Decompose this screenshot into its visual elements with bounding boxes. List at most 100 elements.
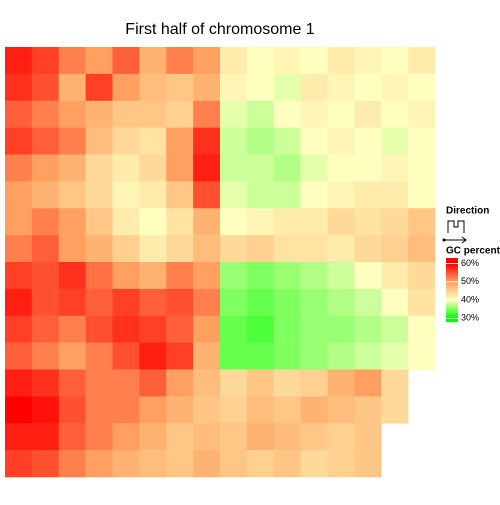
heat-cell [58,100,86,128]
heat-cell [273,369,301,397]
heat-cell [58,73,86,102]
heat-cell [246,423,275,451]
heat-cell [327,154,355,182]
heat-cell [381,100,409,128]
heat-cell [246,315,275,343]
heat-cell [58,450,86,478]
heat-cell [354,127,382,155]
heat-cell [166,181,194,209]
heat-cell [220,262,248,290]
heat-cell [31,208,60,236]
heat-cell [381,342,409,370]
heat-cell [381,235,409,263]
heat-cell [246,208,275,236]
heat-cell [112,315,140,343]
heat-cell [273,235,301,263]
heat-cell [139,127,167,155]
heat-cell [112,396,140,424]
heat-cell [381,47,409,75]
heat-cell [354,450,382,478]
heat-cell [354,181,382,209]
legend-title: GC percent [446,246,500,257]
heat-cell [327,181,355,209]
heat-cell [246,396,275,424]
heat-cell [300,73,328,102]
heat-cell [139,154,167,182]
heat-cell [58,262,86,290]
heat-cell [381,369,409,397]
heat-cell [327,342,355,370]
heat-cell [85,423,113,451]
heat-cell [300,235,328,263]
heat-cell [193,369,221,397]
heat-cell [112,450,140,478]
heat-cell [5,208,33,236]
heat-cell [327,423,355,451]
heat-cell [246,127,275,155]
heat-cell [246,369,275,397]
heat-cell [300,288,328,317]
heat-cell [327,450,355,478]
heat-cell [31,154,60,182]
heat-cell [408,342,436,370]
heat-cell [139,315,167,343]
heat-cell [354,208,382,236]
heat-cell [85,396,113,424]
heat-cell [300,154,328,182]
heat-cell [31,450,60,478]
heat-cell [166,450,194,478]
heat-cell [193,208,221,236]
heat-cell [166,100,194,128]
heat-cell [85,262,113,290]
heat-cell [273,450,301,478]
heat-cell [31,100,60,128]
direction-start [442,238,446,242]
heat-cell [300,47,328,75]
heat-cell [5,262,33,290]
heat-cell [112,288,140,317]
heat-cell [220,181,248,209]
heat-cell [354,47,382,75]
heat-cell [273,315,301,343]
heat-cell [166,369,194,397]
heat-cell [327,315,355,343]
heat-cell [327,47,355,75]
heat-cell [381,208,409,236]
heat-cell [246,342,275,370]
heat-cell [166,235,194,263]
heat-cell [327,262,355,290]
heat-cell [58,127,86,155]
heat-cell [246,100,275,128]
heat-cell [246,235,275,263]
heat-cell [354,73,382,102]
heat-cell [5,423,33,451]
heat-cell [300,262,328,290]
heat-cell [112,208,140,236]
heat-cell [273,181,301,209]
heat-cell [5,450,33,478]
heat-cell [85,208,113,236]
heat-cell [139,369,167,397]
heat-cell [408,262,436,290]
heat-cell [58,315,86,343]
heat-cell [300,450,328,478]
heat-cell [139,396,167,424]
heat-cell [58,235,86,263]
heat-cell [408,208,436,236]
heat-cell [166,342,194,370]
heat-cell [220,100,248,128]
heat-cell [31,315,60,343]
heat-cell [246,73,275,102]
heat-cell [220,208,248,236]
heat-cell [381,154,409,182]
heat-cell [193,73,221,102]
heat-cell [139,450,167,478]
heat-cell [31,396,60,424]
heat-cell [193,423,221,451]
heat-cell [85,100,113,128]
heat-cell [5,342,33,370]
heat-cell [5,47,33,75]
heat-cell [300,369,328,397]
heat-cell [166,73,194,102]
